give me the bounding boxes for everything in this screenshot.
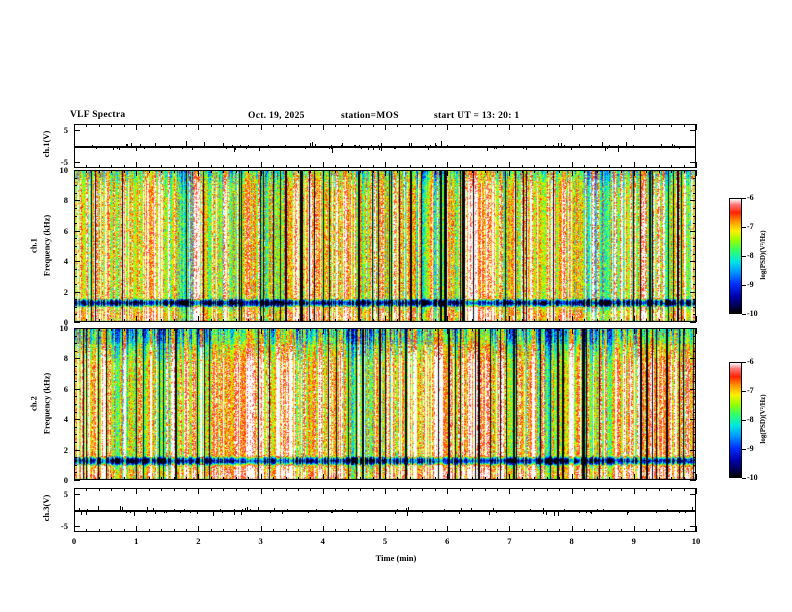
- y-major-tick: [74, 322, 80, 323]
- axis-title-ch1-freq-line1: ch.1: [28, 238, 39, 253]
- panel-ch3-voltage: [74, 488, 696, 532]
- x-tick-label: 4: [320, 536, 325, 546]
- ch1-waveform-spikes: [75, 125, 695, 167]
- colorbar-ch2-label: log(PSD)(V²/Hz): [759, 394, 767, 444]
- y-tick-label: 0: [63, 317, 68, 327]
- ch3-waveform-line: [75, 510, 695, 512]
- x-tick-label: 5: [382, 536, 388, 546]
- colorbar-tick: [742, 449, 746, 450]
- x-tick-label: 7: [507, 536, 512, 546]
- colorbar-ch1-gradient: [730, 199, 741, 313]
- x-major-tick: [696, 316, 697, 322]
- figure-start-ut: start UT = 13: 20: 1: [434, 111, 520, 121]
- ch1-waveform-line: [75, 146, 695, 148]
- colorbar-tick: [742, 227, 746, 228]
- x-tick-label: 6: [445, 536, 450, 546]
- x-major-tick: [696, 170, 697, 176]
- x-tick-label: 2: [196, 536, 201, 546]
- panel-ch1-spectrogram: [74, 170, 696, 322]
- axis-title-ch1-freq-line2: Frequency (kHz): [41, 214, 52, 277]
- x-tick-label: 8: [569, 536, 574, 546]
- axis-title-ch3-voltage: ch.3(V): [41, 494, 51, 522]
- x-major-tick: [696, 124, 697, 130]
- y-tick-label: 10: [59, 323, 69, 333]
- x-major-tick: [696, 474, 697, 480]
- ch3-waveform-spikes: [75, 489, 695, 531]
- colorbar-tick: [742, 362, 746, 363]
- colorbar-tick-label: -9: [747, 280, 754, 289]
- figure-station: station=MOS: [341, 111, 399, 121]
- x-major-tick: [696, 488, 697, 494]
- x-major-tick: [696, 328, 697, 334]
- colorbar-tick-label: -8: [747, 415, 754, 424]
- x-major-tick: [696, 526, 697, 532]
- colorbar-tick: [742, 478, 746, 479]
- ch1-spectrogram-canvas: [75, 171, 695, 321]
- colorbar-ch2-gradient: [730, 363, 741, 477]
- x-tick-label: 10: [691, 536, 701, 546]
- colorbar-tick: [742, 198, 746, 199]
- panel-ch1-voltage: [74, 124, 696, 168]
- colorbar-tick-label: -6: [747, 193, 754, 202]
- figure-date: Oct. 19, 2025: [248, 111, 305, 121]
- axis-title-ch2-freq-line2: Frequency (kHz): [41, 372, 52, 435]
- colorbar-tick: [742, 420, 746, 421]
- panel-ch2-spectrogram: [74, 328, 696, 480]
- axis-title-time: Time (min): [375, 553, 417, 563]
- x-major-tick: [696, 162, 697, 168]
- colorbar-tick: [742, 256, 746, 257]
- figure-title: VLF Spectra: [70, 110, 126, 120]
- colorbar-tick: [742, 391, 746, 392]
- axis-title-ch2-freq-line1: ch.2: [28, 396, 39, 411]
- colorbar-ch1: [729, 198, 742, 314]
- colorbar-tick: [742, 285, 746, 286]
- y-major-tick: [690, 322, 696, 323]
- y-major-tick: [74, 480, 80, 481]
- axis-title-ch1-voltage: ch.1(V): [41, 130, 51, 158]
- x-tick-label: 1: [134, 536, 139, 546]
- colorbar-tick-label: -8: [747, 251, 754, 260]
- colorbar-tick-label: -7: [747, 222, 754, 231]
- x-tick-label: 9: [631, 536, 636, 546]
- colorbar-tick-label: -7: [747, 386, 754, 395]
- colorbar-tick-label: -6: [747, 357, 754, 366]
- colorbar-ch2: [729, 362, 742, 478]
- colorbar-ch1-label: log(PSD)(V²/Hz): [759, 230, 767, 280]
- colorbar-tick-label: -9: [747, 444, 754, 453]
- y-major-tick: [690, 480, 696, 481]
- colorbar-tick-label: -10: [747, 309, 758, 318]
- x-tick-label: 0: [71, 536, 77, 546]
- ch2-spectrogram-canvas: [75, 329, 695, 479]
- x-tick-label: 3: [258, 536, 263, 546]
- colorbar-tick-label: -10: [747, 473, 758, 482]
- colorbar-tick: [742, 314, 746, 315]
